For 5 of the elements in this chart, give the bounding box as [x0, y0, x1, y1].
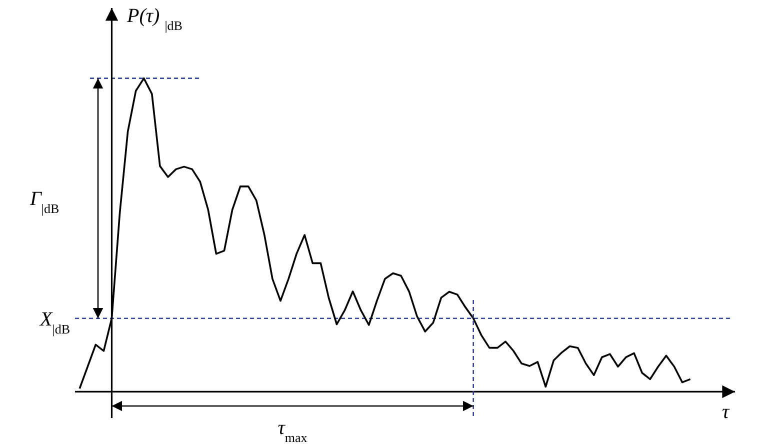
x-axis-title: τ	[722, 401, 730, 423]
y-axis-title: P(τ) $_{|dB}$	[126, 5, 183, 32]
ref-line-label: X$_{|dB}$	[39, 308, 70, 336]
text: Γ$_{|dB}$	[29, 188, 60, 216]
text: τ$_{max}$	[278, 417, 308, 444]
